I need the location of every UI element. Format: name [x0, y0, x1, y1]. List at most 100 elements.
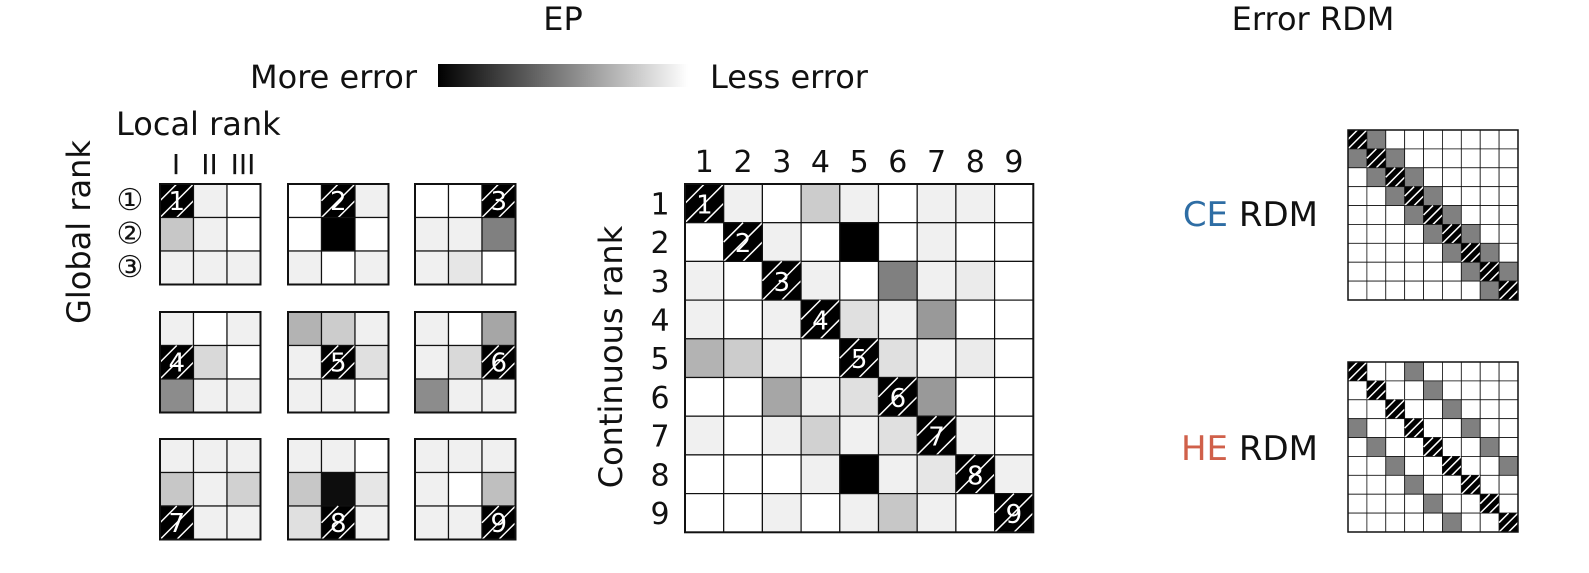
local-cell — [287, 505, 323, 541]
rdm-cell — [1385, 437, 1406, 457]
local-cell — [287, 183, 323, 219]
local-cell — [192, 505, 228, 541]
matrix-cell-hatch — [684, 183, 725, 224]
rdm-cell — [1423, 186, 1443, 206]
matrix-cell — [723, 338, 764, 379]
matrix-cell — [723, 299, 764, 340]
rdm-cell — [1366, 186, 1387, 206]
rdm-cell-hatch — [1366, 380, 1377, 391]
legend-less-error: Less error — [710, 58, 869, 96]
local-cell — [414, 311, 450, 347]
matrix-cell — [877, 415, 918, 456]
local-panel-number: 9 — [490, 509, 507, 539]
rdm-cell-hatch — [1366, 148, 1377, 159]
rdm-cell — [1479, 361, 1500, 382]
rdm-cell-hatch — [1479, 261, 1500, 282]
rdm-cell — [1404, 129, 1424, 150]
matrix-cell — [723, 260, 764, 301]
local-cell — [354, 183, 390, 219]
matrix-cell — [955, 222, 996, 262]
local-cell — [287, 216, 323, 252]
rdm-cell — [1423, 148, 1443, 169]
local-cell-hatch — [159, 183, 195, 219]
rdm-cell — [1498, 224, 1519, 244]
matrix-cell — [839, 183, 880, 224]
matrix-cell-hatch — [819, 318, 841, 340]
local-panel-border — [287, 438, 390, 541]
matrix-cell-hatch — [703, 202, 725, 224]
rdm-cell — [1366, 512, 1387, 533]
local-cell — [226, 438, 262, 474]
rdm-cell — [1442, 242, 1462, 263]
local-cell — [287, 378, 323, 414]
matrix-row-label: 4 — [650, 303, 669, 338]
rdm-cell — [1385, 512, 1406, 533]
rdm-cell-hatch — [1498, 280, 1519, 301]
rdm-cell-hatch — [1347, 129, 1358, 140]
rdm-cell — [1479, 129, 1500, 150]
local-cell — [226, 505, 262, 541]
rdm-cell-hatch — [1385, 399, 1396, 410]
rdm-cell — [1442, 167, 1462, 188]
rdm-cell — [1347, 437, 1368, 457]
rdm-cell — [1385, 129, 1406, 150]
matrix-row-label: 9 — [650, 497, 669, 532]
rdm-cell — [1460, 205, 1481, 225]
rdm-cell — [1498, 380, 1519, 401]
matrix-cell-hatch — [781, 280, 802, 301]
rdm-cell-hatch — [1489, 503, 1500, 514]
rdm-cell — [1366, 399, 1387, 420]
rdm-cell-hatch — [1508, 522, 1519, 533]
rdm-cell-hatch — [1385, 167, 1406, 188]
matrix-cell — [839, 260, 880, 301]
rdm-cell — [1442, 418, 1462, 438]
rdm-cell — [1423, 380, 1443, 401]
rdm-cell — [1479, 456, 1500, 476]
matrix-cell — [684, 415, 725, 456]
rdm-cell — [1442, 361, 1462, 382]
local-cell-hatch — [159, 505, 178, 524]
matrix-cell — [877, 222, 918, 262]
local-cell-hatch — [337, 361, 356, 380]
matrix-col-label: 9 — [1004, 145, 1023, 180]
rdm-cell — [1442, 186, 1462, 206]
rdm-cell — [1460, 380, 1481, 401]
rdm-cell-hatch — [1460, 474, 1481, 495]
local-panel-number: 6 — [490, 348, 507, 378]
local-cell — [287, 344, 323, 380]
rdm-cell — [1460, 456, 1481, 476]
rdm-cell — [1366, 242, 1387, 263]
local-cell — [192, 311, 228, 347]
local-cell-hatch — [159, 505, 195, 541]
ep-title: EP — [543, 0, 583, 38]
rdm-cell-hatch — [1498, 512, 1519, 533]
local-cell — [354, 250, 390, 286]
rdm-cell — [1460, 512, 1481, 533]
matrix-row-label: 2 — [650, 226, 669, 261]
local-cell — [447, 183, 483, 219]
rdm-cell — [1479, 280, 1500, 301]
matrix-cell — [916, 493, 957, 533]
rdm-cell-hatch — [1413, 427, 1425, 439]
legend-more-error: More error — [250, 58, 418, 96]
rdm-cell — [1498, 167, 1519, 188]
error-gradient-bar — [438, 64, 688, 87]
matrix-cell-hatch — [1013, 512, 1034, 533]
matrix-cell-hatch — [761, 260, 802, 301]
local-panel: 3 — [414, 183, 517, 286]
rdm-cell — [1423, 224, 1443, 244]
rdm-cell — [1366, 493, 1387, 514]
rdm-cell-hatch — [1423, 437, 1434, 448]
rdm-cell — [1347, 380, 1368, 401]
local-cell — [159, 250, 195, 286]
rdm-cell-hatch — [1441, 455, 1453, 467]
local-cell-hatch — [320, 505, 339, 524]
matrix-cell-hatch — [800, 299, 821, 320]
rdm-cell-hatch — [1347, 129, 1368, 150]
rdm-cell — [1498, 261, 1519, 282]
matrix-cell — [993, 299, 1034, 340]
rdm-cell — [1404, 493, 1424, 514]
local-cell — [447, 378, 483, 414]
matrix-diag-number: 7 — [928, 423, 945, 453]
rdm-cell — [1404, 361, 1424, 382]
